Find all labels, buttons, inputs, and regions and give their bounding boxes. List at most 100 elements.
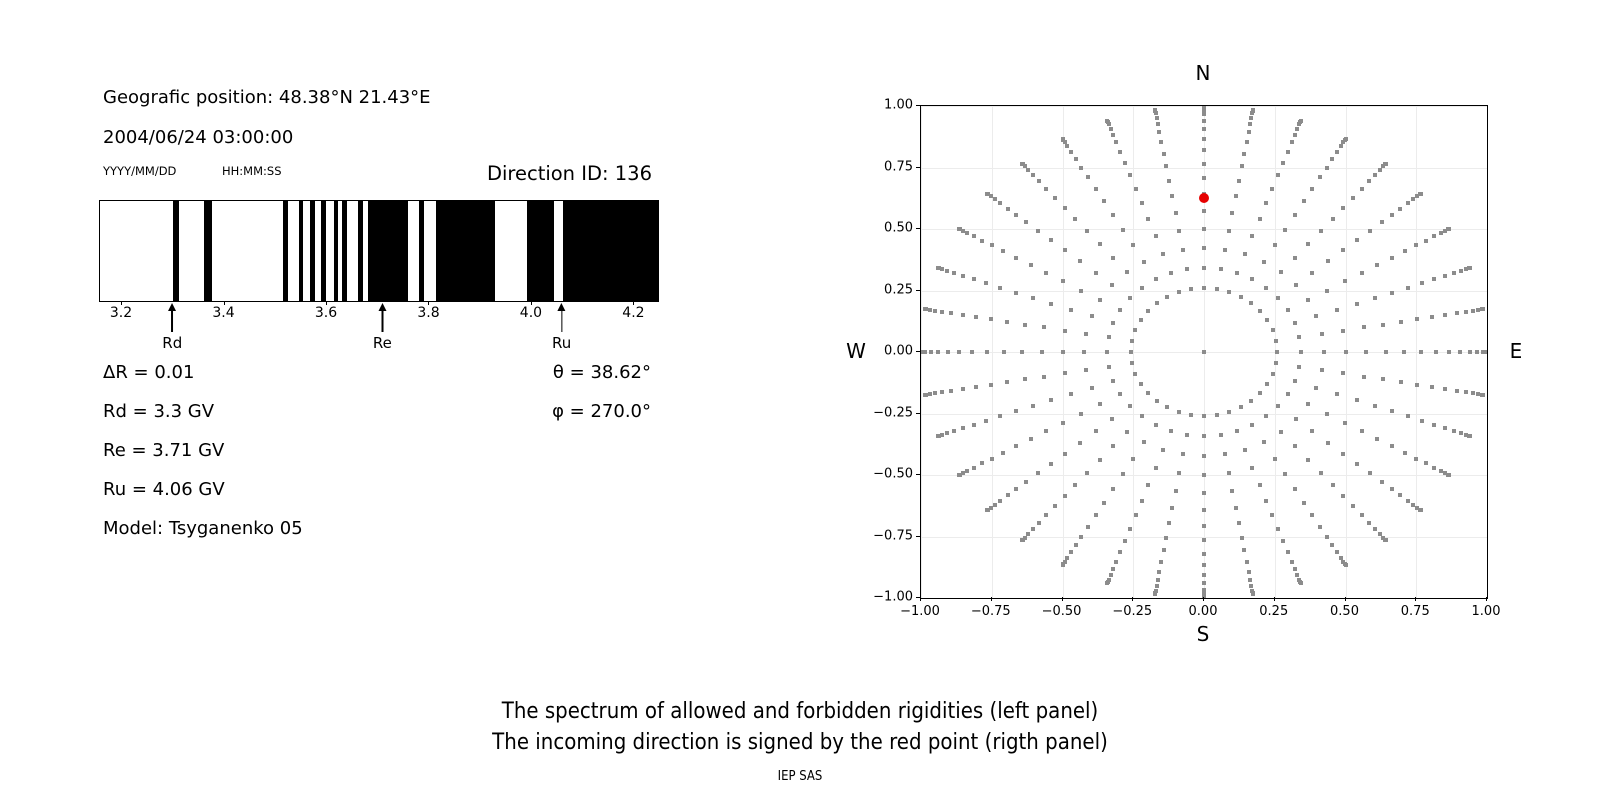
direction-dot [1202,434,1206,439]
direction-dot [940,432,945,437]
direction-dot [1295,126,1300,131]
direction-dot [1463,309,1468,314]
y-tick-label: 0.50 [884,220,913,236]
direction-dot [1285,392,1290,397]
direction-dot [1052,195,1057,200]
direction-dot [1334,550,1339,555]
direction-dot [1283,227,1288,232]
direction-dot [1324,165,1329,170]
y-tick-mark [916,535,920,537]
direction-dot [1250,588,1255,593]
direction-dot [1399,319,1404,324]
direction-dot [1097,241,1102,246]
direction-dot [1153,422,1158,427]
direction-dot [1181,247,1186,252]
direction-dot [1022,322,1027,327]
direction-dot [979,461,984,466]
direction-dot [1443,426,1448,431]
direction-dot [1261,440,1266,445]
direction-dot [1285,149,1290,154]
direction-dot [1176,290,1181,295]
direction-dot [1037,520,1042,525]
direction-dot [1298,118,1303,123]
direction-dot [945,350,950,354]
direction-dot [1154,584,1159,588]
direction-dot [923,350,928,354]
direction-dot [1381,535,1386,540]
direction-dot [1173,488,1178,493]
direction-dot [1226,228,1231,233]
cutoff-annotation-rd: Rd [162,303,182,352]
direction-dot [956,473,961,477]
direction-dot [1227,409,1232,414]
cutoff-annotation-ru: Ru [552,303,571,352]
direction-dot [1060,350,1065,354]
direction-dot [1202,161,1206,166]
direction-dot [1026,167,1031,172]
direction-dot [1246,569,1251,574]
direction-dot [1372,172,1377,177]
direction-dot [1285,550,1290,555]
direction-dot [960,313,965,317]
direction-dot [1341,248,1346,253]
direction-dot [1089,385,1094,390]
direction-dot [1127,404,1132,409]
y-tick-label: −1.00 [873,589,913,605]
x-tick-mark [325,301,327,305]
direction-dot [1281,160,1286,165]
direction-dot [1035,471,1040,476]
direction-dot [1048,461,1053,466]
direction-dot [1324,411,1329,416]
direction-dot [1402,350,1407,354]
direction-dot [1343,350,1348,354]
direction-dot [1044,186,1049,191]
allowed-rigidity-band [436,201,495,301]
direction-dot [1326,440,1331,445]
direction-dot [1415,505,1420,510]
direction-dot [1157,130,1162,135]
direction-dot [1415,194,1420,199]
direction-dot [1458,431,1463,436]
direction-dot [960,386,965,391]
direction-dot [998,285,1003,290]
direction-dot [1202,106,1206,108]
direction-dot [1278,270,1283,275]
direction-dot [1202,413,1206,418]
direction-dot [998,498,1003,503]
allowed-rigidity-band [526,201,554,301]
direction-dot [1069,149,1074,154]
direction-dot [1001,350,1006,354]
direction-dot [1480,350,1485,354]
direction-dot [1411,502,1416,507]
direction-dot [1318,471,1323,476]
direction-dot [1342,279,1347,284]
direction-dot [1264,285,1269,290]
direction-dot [1202,473,1206,477]
direction-dot [1381,322,1386,327]
direction-dot [1108,573,1113,578]
x-tick-label: 1.00 [1471,604,1501,619]
direction-dot [1154,398,1159,403]
x-tick-mark [530,301,532,305]
direction-dot [1289,559,1294,564]
caption-right-panel: The incoming direction is signed by the … [492,730,1108,755]
direction-dot [1138,318,1143,323]
credit-text: IEP SAS [777,769,823,784]
gridline [921,167,1487,169]
direction-dot [1366,520,1371,525]
incoming-direction-point [1199,193,1209,204]
direction-dot [1258,309,1263,314]
direction-dot [1202,246,1206,251]
direction-dot [1324,534,1329,539]
direction-dot [1405,285,1410,290]
direction-dot [1293,416,1298,421]
direction-dot [1127,172,1132,177]
direction-dot [1086,175,1091,180]
direction-dot [1133,328,1138,333]
y-tick-mark [916,474,920,475]
direction-dot [1089,314,1094,319]
direction-dot [1202,563,1206,568]
direction-plot-x-axis: −1.00 −0.75 −0.50 −0.25 0.00 0.25 0.50 0.75 1.00 [900,597,1500,637]
direction-dot [1310,186,1315,191]
direction-dot [1098,298,1103,303]
